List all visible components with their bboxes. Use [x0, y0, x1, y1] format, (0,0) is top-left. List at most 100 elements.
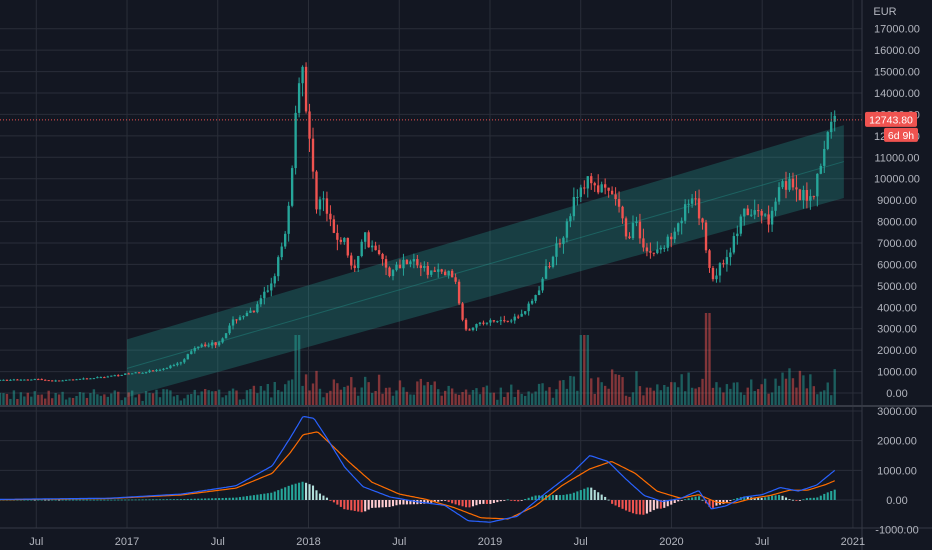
time-axis-label: 2018: [296, 536, 320, 548]
volume-bar: [263, 390, 266, 405]
volume-bar: [214, 391, 217, 405]
macd-histogram-bar: [284, 487, 287, 500]
macd-histogram-bar: [374, 500, 377, 508]
candle-body: [343, 237, 346, 242]
candle-body: [89, 378, 92, 380]
volume-bar: [530, 393, 534, 405]
candle-body: [482, 322, 485, 324]
macd-histogram-bar: [673, 500, 676, 503]
macd-histogram-bar: [548, 495, 551, 500]
macd-histogram-bar: [823, 493, 826, 500]
macd-histogram-bar: [482, 500, 485, 504]
macd-histogram-bar: [353, 500, 356, 511]
macd-histogram-bar: [572, 492, 575, 500]
volume-bar: [172, 396, 176, 405]
candle-body: [743, 208, 746, 217]
macd-histogram-bar: [656, 500, 659, 509]
volume-bar: [652, 390, 656, 405]
macd-histogram-bar: [54, 499, 57, 501]
volume-bar: [659, 390, 662, 405]
candle-body: [315, 171, 318, 210]
volume-bar: [231, 388, 235, 405]
volume-bar: [443, 390, 447, 405]
macd-histogram-bar: [221, 497, 224, 500]
volume-bar: [600, 382, 603, 405]
volume-bar: [551, 397, 555, 405]
candle-body: [475, 324, 478, 328]
macd-histogram-bar: [753, 497, 756, 500]
macd-histogram-bar: [193, 498, 196, 500]
candle-body: [381, 254, 384, 260]
candle-body: [405, 259, 409, 265]
volume-bar: [607, 388, 610, 405]
volume-bar: [805, 388, 809, 405]
volume-bar: [391, 395, 395, 405]
volume-bar: [496, 399, 499, 405]
macd-histogram-bar: [475, 500, 478, 506]
candle-body: [826, 132, 829, 149]
macd-histogram-bar: [499, 500, 502, 502]
macd-histogram-bar: [16, 499, 19, 501]
candle-body: [652, 252, 656, 254]
candle-body: [391, 270, 395, 277]
volume-bar: [0, 392, 2, 405]
candle-body: [245, 312, 249, 317]
candle-body: [461, 303, 464, 320]
volume-bar: [249, 389, 252, 405]
macd-histogram-bar: [746, 496, 749, 500]
volume-bar: [645, 387, 649, 405]
volume-bar: [374, 390, 377, 405]
candle-body: [694, 198, 697, 200]
volume-bar: [638, 386, 642, 405]
macd-histogram-bar: [464, 500, 468, 508]
macd-histogram-bar: [204, 498, 207, 500]
volume-bar: [357, 395, 360, 405]
candle-body: [322, 198, 325, 200]
macd-histogram-bar: [489, 500, 492, 504]
candle-body: [812, 196, 816, 198]
macd-histogram-bar: [527, 497, 530, 500]
volume-bar: [384, 387, 388, 405]
macd-histogram-bar: [562, 494, 565, 500]
volume-bar: [186, 394, 189, 405]
macd-histogram-bar: [816, 497, 819, 500]
macd-histogram-bar: [89, 499, 92, 501]
volume-bar: [718, 387, 722, 405]
macd-histogram-bar: [186, 498, 189, 500]
regression-channel: [126, 125, 844, 398]
macd-histogram-bar: [597, 492, 600, 500]
price-axis-label: 9000.00: [877, 195, 917, 207]
price-axis-label: 17000.00: [874, 24, 920, 36]
volume-bar: [245, 390, 249, 405]
macd-histogram-bar: [40, 499, 43, 501]
macd-histogram-bar: [565, 494, 568, 500]
macd-histogram-bar: [155, 499, 158, 501]
volume-bar: [61, 391, 64, 405]
volume-bar: [273, 381, 276, 405]
candle-body: [374, 245, 377, 251]
candle-body: [624, 218, 628, 237]
macd-histogram-bar: [830, 491, 833, 500]
volume-bar: [204, 389, 207, 405]
volume-bar: [85, 397, 89, 405]
candle-body: [680, 220, 683, 224]
macd-histogram-bar: [732, 499, 735, 500]
candle-body: [760, 211, 763, 216]
volume-bar: [200, 391, 203, 405]
macd-histogram-bar: [388, 500, 391, 507]
macd-histogram-bar: [263, 493, 266, 500]
candle-body: [19, 379, 23, 381]
macd-histogram-bar: [454, 500, 457, 505]
candle-body: [548, 266, 551, 268]
macd-histogram-bar: [715, 500, 718, 506]
candle-body: [687, 203, 690, 205]
volume-bar: [412, 394, 416, 405]
macd-histogram-bar: [37, 499, 40, 501]
candle-body: [158, 369, 162, 371]
candle-body: [725, 257, 729, 265]
macd-histogram-bar: [23, 499, 26, 501]
candle-body: [670, 236, 673, 240]
macd-histogram-bar: [134, 499, 137, 501]
candle-body: [823, 148, 826, 166]
